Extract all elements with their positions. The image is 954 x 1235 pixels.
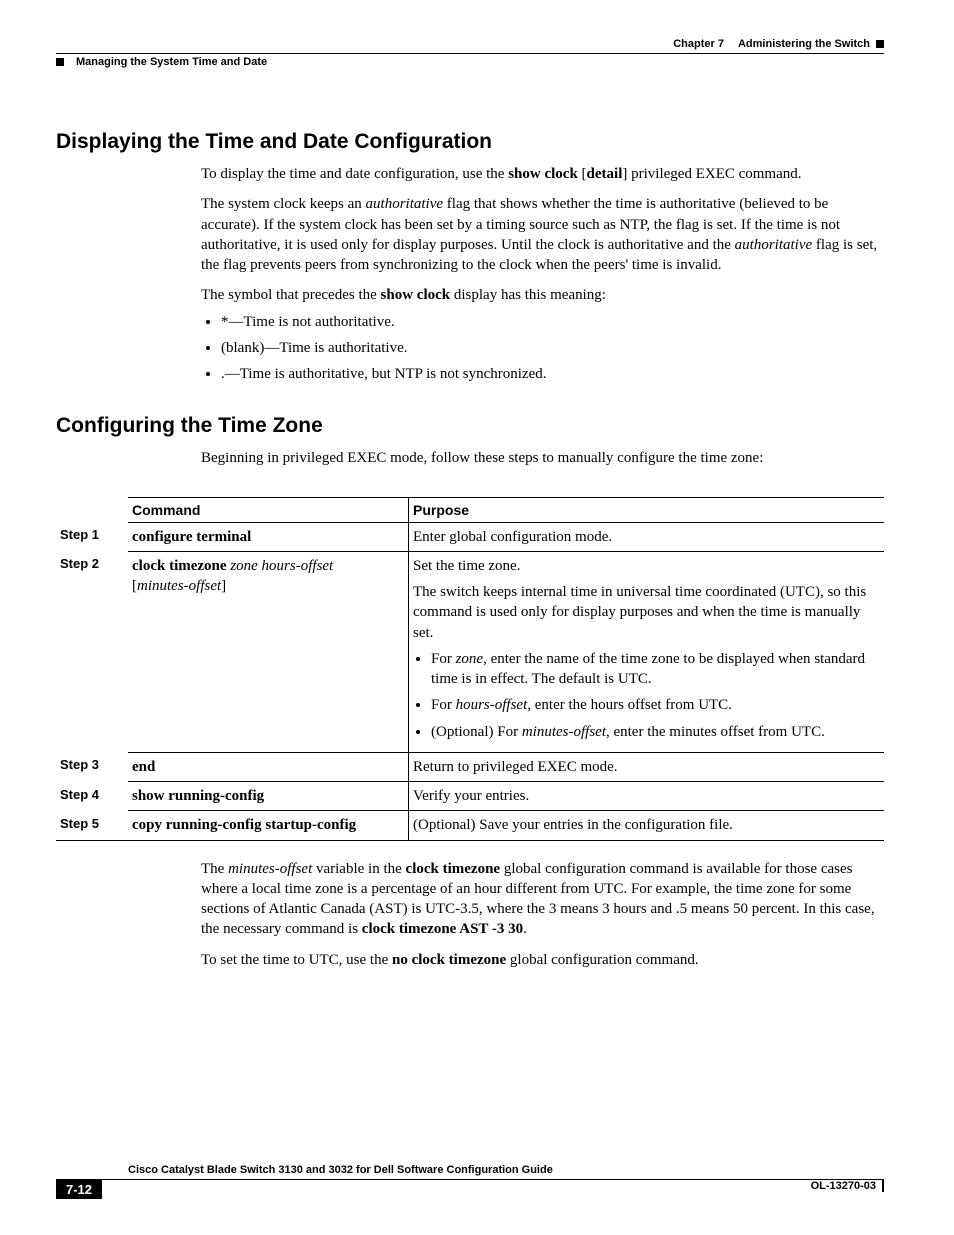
command-cell: clock timezone zone hours-offset [minute…: [128, 551, 409, 752]
section-heading-display-time: Displaying the Time and Date Configurati…: [56, 130, 884, 154]
header-marker-left: [56, 58, 64, 66]
chapter-title: Administering the Switch: [738, 38, 870, 50]
header-rule: [56, 53, 884, 54]
purpose-cell: Enter global configuration mode.: [409, 522, 885, 551]
table-row: Step 4 show running-config Verify your e…: [56, 782, 884, 811]
purpose-cell: Return to privileged EXEC mode.: [409, 752, 885, 781]
col-header-command: Command: [128, 497, 409, 522]
col-header-purpose: Purpose: [409, 497, 885, 522]
list-item: For hours-offset, enter the hours offset…: [431, 695, 880, 715]
command-cell: copy running-config startup-config: [128, 811, 409, 840]
after-table-body: The minutes-offset variable in the clock…: [201, 859, 884, 970]
symbol-meaning-list: *—Time is not authoritative. (blank)—Tim…: [201, 312, 884, 385]
running-header-sub: Managing the System Time and Date: [56, 56, 884, 68]
doc-id: OL-13270-03: [811, 1180, 884, 1192]
section1-body: To display the time and date configurati…: [201, 164, 884, 384]
list-item: (blank)—Time is authoritative.: [221, 338, 884, 358]
purpose-sublist: For zone, enter the name of the time zon…: [413, 649, 880, 742]
page: Chapter 7 Administering the Switch Manag…: [0, 0, 954, 1235]
section-path: Managing the System Time and Date: [76, 56, 267, 68]
page-number-badge: 7-12: [56, 1180, 102, 1199]
command-table: Command Purpose Step 1 configure termina…: [56, 497, 884, 841]
page-footer: Cisco Catalyst Blade Switch 3130 and 303…: [56, 1164, 884, 1199]
running-header: Chapter 7 Administering the Switch: [56, 38, 884, 50]
paragraph: To set the time to UTC, use the no clock…: [201, 950, 884, 970]
chapter-label: Chapter 7: [673, 38, 724, 50]
step-label: Step 3: [56, 752, 128, 781]
table-header-row: Command Purpose: [56, 497, 884, 522]
command-cell: end: [128, 752, 409, 781]
table-row: Step 3 end Return to privileged EXEC mod…: [56, 752, 884, 781]
paragraph: The minutes-offset variable in the clock…: [201, 859, 884, 940]
step-label: Step 4: [56, 782, 128, 811]
book-title: Cisco Catalyst Blade Switch 3130 and 303…: [128, 1164, 884, 1176]
list-item: *—Time is not authoritative.: [221, 312, 884, 332]
purpose-cell: (Optional) Save your entries in the conf…: [409, 811, 885, 840]
paragraph: To display the time and date configurati…: [201, 164, 884, 184]
paragraph: Beginning in privileged EXEC mode, follo…: [201, 448, 884, 468]
table-row: Step 5 copy running-config startup-confi…: [56, 811, 884, 840]
table-row: Step 1 configure terminal Enter global c…: [56, 522, 884, 551]
purpose-cell: Verify your entries.: [409, 782, 885, 811]
step-label: Step 2: [56, 551, 128, 752]
list-item: For zone, enter the name of the time zon…: [431, 649, 880, 690]
step-label: Step 1: [56, 522, 128, 551]
purpose-cell: Set the time zone. The switch keeps inte…: [409, 551, 885, 752]
paragraph: The symbol that precedes the show clock …: [201, 285, 884, 305]
step-label: Step 5: [56, 811, 128, 840]
command-cell: configure terminal: [128, 522, 409, 551]
list-item: (Optional) For minutes-offset, enter the…: [431, 722, 880, 742]
table-row: Step 2 clock timezone zone hours-offset …: [56, 551, 884, 752]
list-item: .—Time is authoritative, but NTP is not …: [221, 364, 884, 384]
paragraph: The system clock keeps an authoritative …: [201, 194, 884, 275]
header-marker-right: [876, 40, 884, 48]
footer-marker: [882, 1180, 884, 1192]
command-cell: show running-config: [128, 782, 409, 811]
section2-intro: Beginning in privileged EXEC mode, follo…: [201, 448, 884, 468]
section-heading-config-timezone: Configuring the Time Zone: [56, 414, 884, 438]
